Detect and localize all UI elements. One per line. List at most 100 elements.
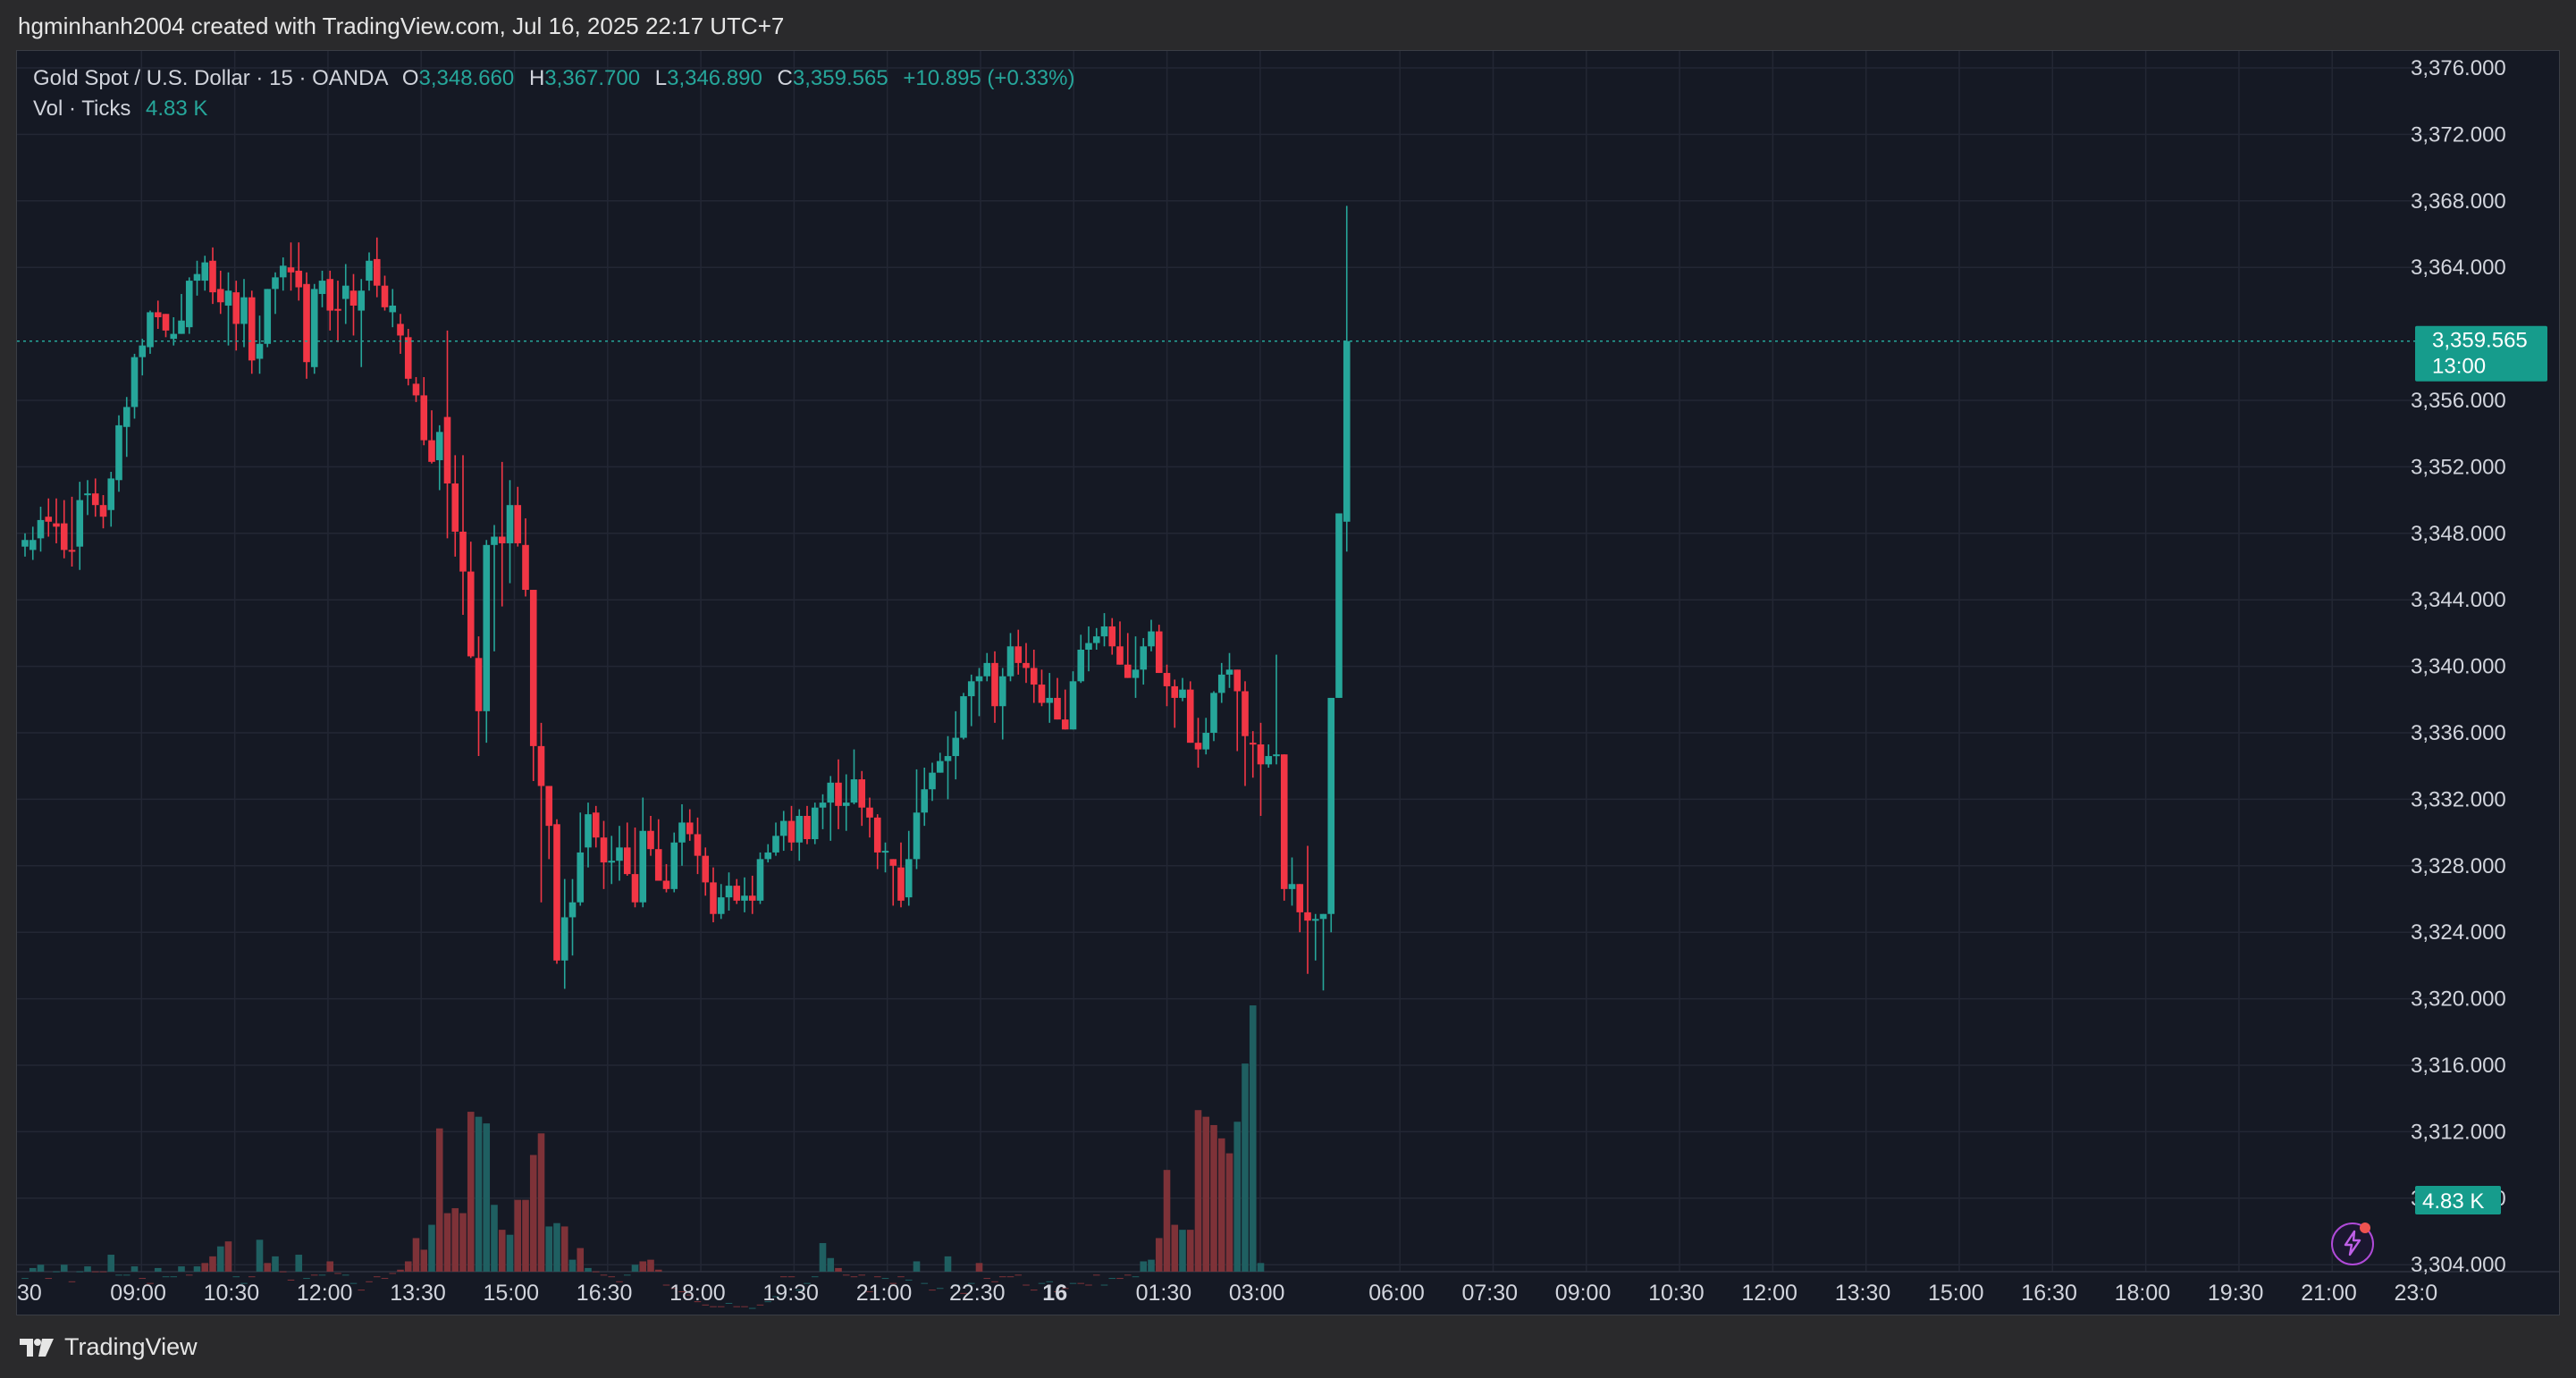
candle-body	[1054, 697, 1061, 720]
price-tick-label: 3,324.000	[2411, 920, 2506, 945]
volume-bar	[240, 1282, 248, 1284]
candle-body	[717, 897, 725, 914]
volume-label[interactable]: Vol · Ticks	[33, 97, 131, 121]
lightning-bolt-icon[interactable]	[2331, 1223, 2374, 1265]
volume-bar	[216, 1246, 224, 1272]
candle-body	[670, 842, 678, 889]
candle-body	[647, 830, 654, 850]
volume-bar	[811, 1276, 819, 1278]
symbol-label[interactable]: Gold Spot / U.S. Dollar · 15 · OANDA	[33, 66, 388, 90]
volume-bar	[53, 1271, 60, 1273]
candle-body	[694, 834, 702, 856]
volume-value: 4.83 K	[146, 97, 208, 121]
price-axis[interactable]: 3,376.000 3,372.000 3,368.000 3,364.000 3,35…	[2411, 56, 2506, 1277]
time-tick-label: 10:30	[1648, 1281, 1705, 1306]
volume-bar	[99, 1271, 107, 1273]
volume-bar	[639, 1261, 647, 1272]
candle-body	[929, 772, 936, 790]
candle-body	[483, 544, 491, 711]
candle-body	[1092, 636, 1100, 643]
candle-body	[600, 837, 608, 863]
price-tick-label: 3,332.000	[2411, 787, 2506, 811]
price-tick-label: 3,356.000	[2411, 389, 2506, 413]
candle-body	[616, 847, 623, 861]
volume-bar	[1054, 1290, 1061, 1292]
volume-bar	[1217, 1138, 1225, 1272]
volume-bar	[139, 1278, 147, 1280]
volume-bar	[1061, 1288, 1069, 1290]
volume-bar	[326, 1261, 334, 1272]
candle-body	[819, 802, 827, 808]
time-tick-label: 22:30	[949, 1281, 1006, 1306]
volume-bar	[779, 1276, 787, 1278]
candle-body	[1148, 631, 1155, 647]
volume-bar	[1155, 1238, 1163, 1272]
price-tick-label: 3,348.000	[2411, 522, 2506, 546]
candle-body	[1296, 884, 1304, 912]
candle-body	[827, 782, 835, 803]
change-value: +10.895 (+0.33%)	[903, 66, 1075, 90]
price-tick-label: 3,304.000	[2411, 1253, 2506, 1277]
volume-bar	[702, 1304, 710, 1306]
volume-bar	[185, 1274, 193, 1276]
candle-body	[68, 550, 76, 552]
price-tick-label: 3,336.000	[2411, 721, 2506, 745]
volume-bar	[654, 1269, 662, 1272]
volume-bar	[1148, 1259, 1155, 1272]
volume-bar	[1069, 1282, 1077, 1284]
candle-body	[960, 696, 967, 738]
volume-bar	[936, 1288, 944, 1290]
candle-body	[373, 258, 381, 286]
tradingview-brand[interactable]: TradingView	[18, 1333, 198, 1361]
candle-body	[897, 867, 905, 901]
chart-legend: Gold Spot / U.S. Dollar · 15 · OANDA O3,…	[33, 63, 1074, 124]
volume-bar	[389, 1273, 397, 1274]
candlestick-chart[interactable]: 3,376.000 3,372.000 3,368.000 3,364.000 3,35…	[17, 51, 2559, 1315]
volume-bar	[991, 1281, 998, 1282]
candle-body	[428, 440, 435, 462]
volume-bar	[279, 1271, 287, 1273]
chart-panel[interactable]: 3,376.000 3,372.000 3,368.000 3,364.000 3,35…	[16, 50, 2560, 1315]
volume-bar	[412, 1238, 420, 1272]
volume-bar	[1046, 1281, 1054, 1282]
volume-bar	[506, 1234, 514, 1272]
low-value: 3,346.890	[667, 66, 762, 90]
candle-body	[866, 807, 873, 818]
volume-bar	[960, 1292, 967, 1294]
volume-bar	[577, 1248, 585, 1272]
time-tick-label: 16:30	[577, 1281, 633, 1306]
candle-body	[178, 320, 185, 334]
time-axis[interactable]: 30 09:00 10:30 12:00 13:30 15:00 16:30 18:00 19:…	[17, 1281, 2437, 1306]
volume-bar	[1006, 1276, 1014, 1278]
candle-body	[702, 855, 710, 883]
volume-bar	[209, 1256, 216, 1272]
volume-bar	[897, 1276, 905, 1278]
candle-body	[201, 262, 209, 281]
time-tick-label: 21:00	[2301, 1281, 2357, 1306]
candle-body	[537, 745, 545, 786]
candle-body	[272, 277, 279, 290]
volume-bar	[366, 1281, 373, 1282]
candle-body	[733, 886, 741, 901]
candle-body	[967, 681, 975, 697]
volume-bar	[483, 1123, 491, 1272]
candle-body	[115, 424, 122, 481]
volume-bar	[827, 1257, 835, 1272]
volume-bar	[404, 1261, 412, 1272]
candle-body	[944, 756, 952, 761]
volume-bar	[529, 1155, 537, 1272]
candle-body	[710, 882, 717, 914]
candle-body	[804, 816, 811, 840]
candle-body	[850, 779, 858, 803]
candle-body	[998, 676, 1006, 707]
candle-body	[1304, 912, 1311, 921]
volume-bar	[76, 1271, 84, 1273]
candle-body	[983, 662, 991, 676]
candle-body	[459, 531, 467, 572]
candle-body	[1186, 689, 1194, 744]
volume-bar	[29, 1267, 37, 1272]
volume-bar	[420, 1249, 428, 1272]
time-tick-label: 03:00	[1229, 1281, 1285, 1306]
candle-body	[84, 493, 91, 496]
volume-bar	[1140, 1261, 1148, 1272]
